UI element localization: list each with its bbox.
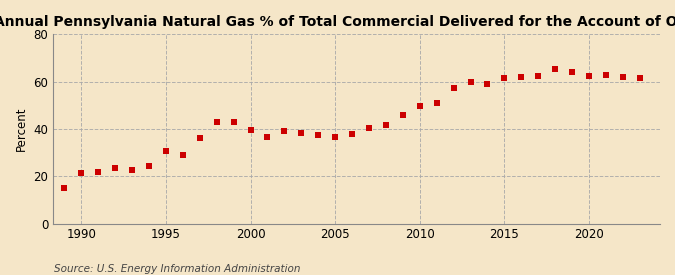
Point <box>482 82 493 86</box>
Text: Source: U.S. Energy Information Administration: Source: U.S. Energy Information Administ… <box>54 264 300 274</box>
Point <box>313 133 323 137</box>
Point <box>110 166 121 170</box>
Point <box>228 120 239 124</box>
Point <box>398 112 408 117</box>
Point <box>330 135 341 139</box>
Point <box>127 168 138 172</box>
Point <box>584 73 595 78</box>
Point <box>381 123 392 128</box>
Point <box>618 75 628 79</box>
Point <box>93 169 104 174</box>
Point <box>245 128 256 132</box>
Point <box>634 76 645 80</box>
Point <box>549 67 560 71</box>
Point <box>431 101 442 105</box>
Point <box>211 120 222 124</box>
Point <box>499 76 510 80</box>
Point <box>448 85 459 90</box>
Point <box>59 186 70 190</box>
Point <box>414 104 425 109</box>
Point <box>566 70 577 74</box>
Point <box>194 136 205 141</box>
Point <box>178 153 188 157</box>
Point <box>76 170 87 175</box>
Title: Annual Pennsylvania Natural Gas % of Total Commercial Delivered for the Account : Annual Pennsylvania Natural Gas % of Tot… <box>0 15 675 29</box>
Point <box>347 131 358 136</box>
Point <box>364 126 375 130</box>
Point <box>465 79 476 84</box>
Point <box>161 149 171 154</box>
Point <box>601 72 612 77</box>
Point <box>262 135 273 139</box>
Point <box>279 129 290 134</box>
Point <box>144 163 155 168</box>
Point <box>296 130 306 135</box>
Y-axis label: Percent: Percent <box>15 107 28 151</box>
Point <box>516 75 526 79</box>
Point <box>533 73 543 78</box>
